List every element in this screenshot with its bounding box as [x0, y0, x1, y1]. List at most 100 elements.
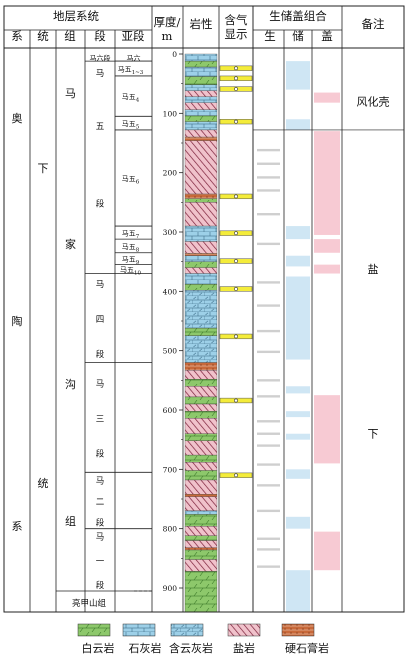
source-band — [257, 548, 280, 551]
lithology-bed-salt — [184, 559, 218, 572]
table-border — [3, 5, 405, 613]
formation-label-char: 沟 — [65, 378, 76, 391]
legend: 白云岩 石灰岩 含云灰岩 盐岩 硬石膏岩 — [77, 623, 329, 655]
lithology-bed-limestone — [184, 121, 218, 131]
depth-tick-label: 700 — [163, 465, 178, 474]
header-remarks: 备注 — [362, 17, 385, 31]
lithology-bed-salt — [184, 479, 218, 495]
lithology-bed-salt — [184, 540, 218, 548]
member-label-char: 段 — [96, 518, 105, 529]
lithology-bed-dolomite — [184, 261, 218, 268]
lithology-bed-dolomite — [184, 60, 218, 68]
header-gas-show: 显示 — [225, 27, 248, 41]
source-band — [257, 176, 280, 179]
lithology-bed-salt — [184, 370, 218, 380]
cap-band — [314, 395, 340, 464]
legend-swatch-anhydrite — [281, 623, 315, 637]
lithology-bed-anhydrite — [184, 136, 218, 141]
gas-show-symbol — [234, 76, 238, 81]
formation-label-char: 马 — [65, 87, 76, 100]
lithology-bed-salt — [184, 202, 218, 227]
formation-label-char: 组 — [65, 514, 76, 528]
lithology-bed-dolomite — [184, 396, 218, 405]
member-label-char: 马 — [96, 379, 105, 389]
legend-label: 硬石膏岩 — [285, 641, 329, 655]
lithology-bed-dolomite — [184, 433, 218, 442]
cap-band — [314, 239, 340, 253]
member-label-char: 二 — [96, 497, 105, 507]
source-band — [257, 484, 280, 487]
member-label-char: 段 — [96, 349, 105, 360]
cap-rock-column — [314, 92, 340, 571]
source-rock-column — [257, 148, 280, 568]
lithology-bed-dolomite — [184, 454, 218, 463]
gas-show-symbol — [234, 287, 238, 291]
source-band — [257, 509, 280, 513]
reservoir-band — [286, 433, 310, 440]
member-label-char: 段 — [96, 580, 105, 591]
submember-label: 马五6 — [122, 175, 140, 186]
member-label-char: 五 — [96, 122, 105, 132]
lithology-bed-limestone — [184, 273, 218, 285]
lithology-bed-dolomite — [184, 470, 218, 481]
source-band — [257, 281, 280, 284]
source-band — [257, 213, 280, 216]
lithology-bed-anhydrite — [184, 494, 218, 497]
source-band — [257, 148, 280, 152]
source-band — [257, 162, 280, 165]
lithology-bed-salt — [184, 90, 218, 97]
member-label-char: 段 — [96, 448, 105, 459]
reservoir-band — [286, 469, 310, 479]
legend-swatch-dolomite — [77, 623, 111, 637]
reservoir-band — [286, 386, 310, 394]
lithology-bed-dolomite — [184, 378, 218, 387]
depth-tick-label: 600 — [163, 406, 178, 415]
lithology-bed-salt — [184, 403, 218, 412]
lithology-bed-salt — [184, 526, 218, 536]
table-grid — [3, 5, 405, 613]
gas-show-symbol — [234, 194, 238, 199]
member-label-char: 三 — [96, 414, 105, 424]
reservoir-band — [286, 255, 310, 267]
series-label-char: 下 — [38, 162, 49, 175]
reservoir-band — [286, 516, 310, 529]
source-band — [257, 350, 280, 354]
cap-band — [314, 531, 340, 571]
series-label-char: 统 — [38, 477, 49, 490]
lithology-bed-limestone — [184, 510, 218, 515]
header-gas: 含气 — [225, 13, 248, 27]
lithology-bed-limestone — [184, 96, 218, 103]
system-label-char: 陶 — [12, 314, 23, 328]
lithology-bed-salt — [184, 496, 218, 512]
header-system: 系 — [11, 29, 23, 43]
member-label-char: 段 — [96, 198, 105, 209]
lithology-bed-limestone — [184, 66, 218, 77]
submember-label: 马五9 — [122, 256, 140, 267]
source-band — [257, 189, 280, 192]
system-label-char: 系 — [12, 520, 23, 533]
gas-show-symbol — [234, 473, 238, 478]
header-submember: 亚段 — [122, 29, 145, 43]
lithology-bed-limestone — [184, 109, 218, 116]
gas-show-symbol — [234, 119, 238, 124]
source-band — [257, 463, 280, 466]
gas-show-column — [219, 65, 253, 478]
legend-swatch-limestone — [122, 623, 156, 637]
lithology-bed-limestone — [184, 84, 218, 91]
lithology-bed-salt — [184, 140, 218, 195]
lithology-bed-salt — [184, 241, 218, 254]
table-header: 地层系统 系 统 组 段 亚段 厚度/ m 岩性 含气 显示 生储盖组合 生 储… — [11, 9, 385, 43]
lithology-bed-limestone — [184, 225, 218, 242]
lithology-bed-salt — [184, 267, 218, 274]
header-thickness: 厚度/ — [154, 15, 181, 29]
depth-tick-label: 100 — [163, 109, 178, 118]
legend-label: 石灰岩 — [129, 641, 162, 655]
system-column: 奥陶系 — [12, 111, 23, 533]
gas-show-symbol — [234, 259, 238, 263]
header-formation: 组 — [64, 29, 76, 43]
